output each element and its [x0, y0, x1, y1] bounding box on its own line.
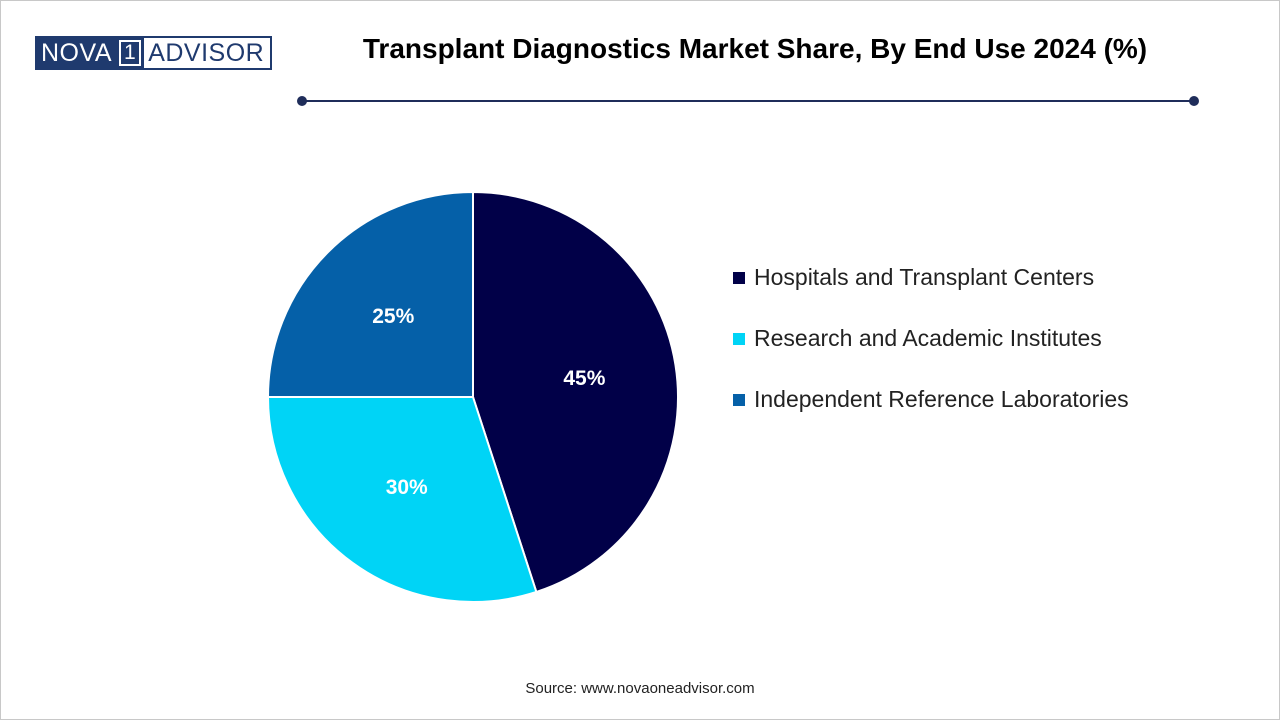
data-label-independent: 25% [372, 305, 414, 328]
logo-one-box: 1 [116, 36, 145, 70]
legend-label-independent: Independent Reference Laboratories [754, 386, 1129, 412]
divider-left-dot [297, 96, 307, 106]
source-note: Source: www.novaoneadvisor.com [525, 680, 755, 697]
legend-item-research: Research and Academic Institutes [733, 323, 1193, 354]
novaoneadvisor-logo: NOVA 1 ADVISOR [35, 36, 273, 70]
chart-legend: Hospitals and Transplant Centers Researc… [733, 262, 1193, 445]
legend-label-research: Research and Academic Institutes [754, 325, 1102, 351]
chart-title: Transplant Diagnostics Market Share, By … [362, 33, 1148, 64]
pie-slice-hospitals [472, 190, 679, 594]
divider-right-dot [1189, 96, 1199, 106]
logo-advisor-text: ADVISOR [144, 36, 273, 70]
pie-chart: 45% 30% 25% [266, 190, 679, 603]
legend-swatch-hospitals [733, 272, 745, 284]
data-label-research: 30% [386, 476, 428, 499]
legend-swatch-independent [733, 394, 745, 406]
logo-nova-text: NOVA [35, 36, 116, 70]
pie-slice-independent [266, 190, 474, 398]
legend-item-hospitals: Hospitals and Transplant Centers [733, 262, 1193, 293]
legend-swatch-research [733, 333, 745, 345]
legend-item-independent: Independent Reference Laboratories [733, 384, 1193, 415]
logo-one-text: 1 [119, 40, 142, 66]
pie-slice-research [266, 396, 538, 603]
title-divider [302, 100, 1194, 102]
legend-label-hospitals: Hospitals and Transplant Centers [754, 264, 1095, 290]
data-label-hospitals: 45% [563, 367, 605, 390]
